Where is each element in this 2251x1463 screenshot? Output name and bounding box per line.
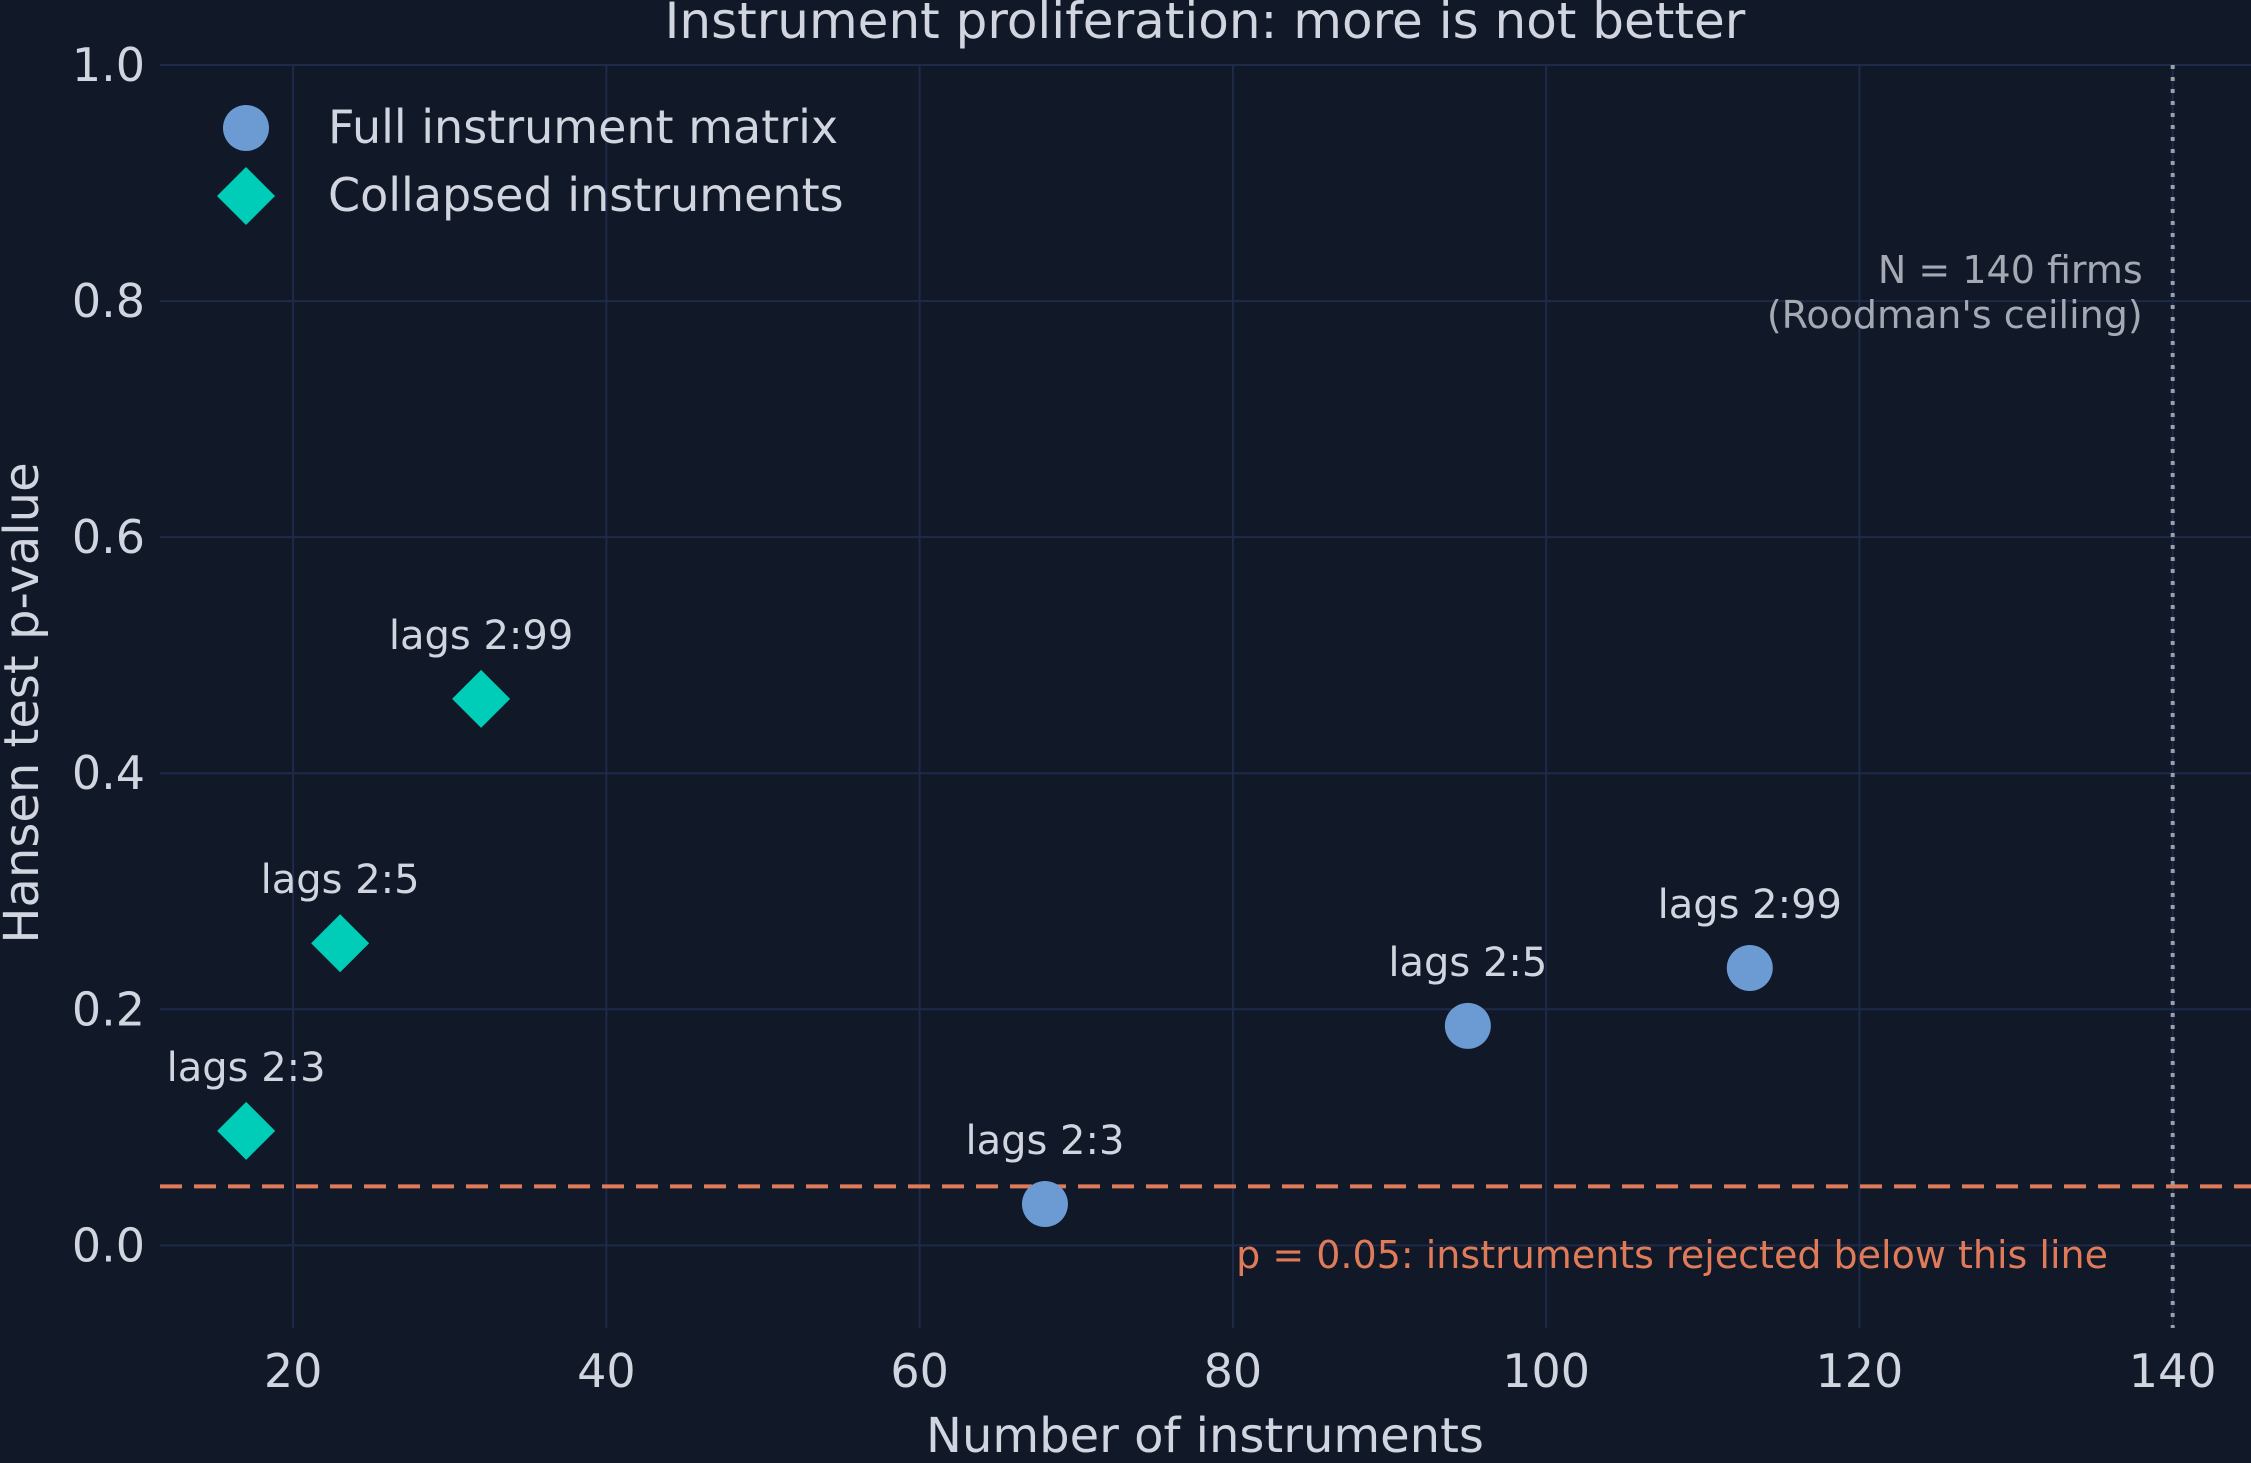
y-tick-label: 0.0 <box>72 1218 145 1272</box>
y-axis-label: Hansen test p-value <box>0 462 50 943</box>
legend-entry-label: Full instrument matrix <box>328 100 838 154</box>
x-tick-label: 80 <box>1204 1344 1263 1398</box>
y-tick-label: 0.8 <box>72 274 145 328</box>
x-tick-label: 20 <box>264 1344 323 1398</box>
full-matrix-point <box>1444 1002 1491 1049</box>
full-matrix-point <box>1021 1181 1068 1228</box>
x-tick-label: 60 <box>890 1344 949 1398</box>
legend-circle-marker <box>223 105 269 151</box>
y-tick-label: 0.6 <box>72 510 145 564</box>
collapsed-point <box>217 1101 276 1160</box>
data-points: lags 2:3 lags 2:5 lags 2:99 lags 2:3 lags 2:… <box>167 613 1842 1228</box>
point-label: lags 2:3 <box>167 1045 326 1091</box>
threshold-label: p = 0.05: instruments rejected below thi… <box>1236 1233 2108 1277</box>
x-tick-label: 40 <box>577 1344 636 1398</box>
collapsed-point <box>452 669 511 728</box>
legend-diamond-marker <box>217 167 275 225</box>
legend: Full instrument matrix Collapsed instrume… <box>217 100 844 225</box>
x-tick-label: 100 <box>1502 1344 1590 1398</box>
full-matrix-point <box>1726 944 1773 991</box>
chart-title: Instrument proliferation: more is not be… <box>665 0 1746 50</box>
point-label: lags 2:3 <box>965 1118 1124 1164</box>
axis-ticks: 20 40 60 80 100 120 140 0.0 0.2 0.4 0.6 0.8 1.0 <box>72 38 2217 1398</box>
collapsed-point <box>311 914 370 973</box>
x-tick-label: 120 <box>1816 1344 1904 1398</box>
point-label: lags 2:5 <box>1388 940 1547 986</box>
ceiling-label-line1: N = 140 firms <box>1878 248 2143 292</box>
grid <box>160 64 2251 1328</box>
x-tick-label: 140 <box>2129 1344 2217 1398</box>
point-label: lags 2:5 <box>261 857 420 903</box>
y-tick-label: 0.2 <box>72 982 145 1036</box>
ceiling-label-line2: (Roodman's ceiling) <box>1767 293 2143 337</box>
point-label: lags 2:99 <box>1658 882 1842 928</box>
y-tick-label: 1.0 <box>72 38 145 92</box>
legend-entry-label: Collapsed instruments <box>328 168 844 222</box>
reference-lines: p = 0.05: instruments rejected below thi… <box>160 65 2251 1328</box>
x-axis-label: Number of instruments <box>926 1408 1484 1463</box>
y-tick-label: 0.4 <box>72 746 145 800</box>
point-label: lags 2:99 <box>389 613 573 659</box>
